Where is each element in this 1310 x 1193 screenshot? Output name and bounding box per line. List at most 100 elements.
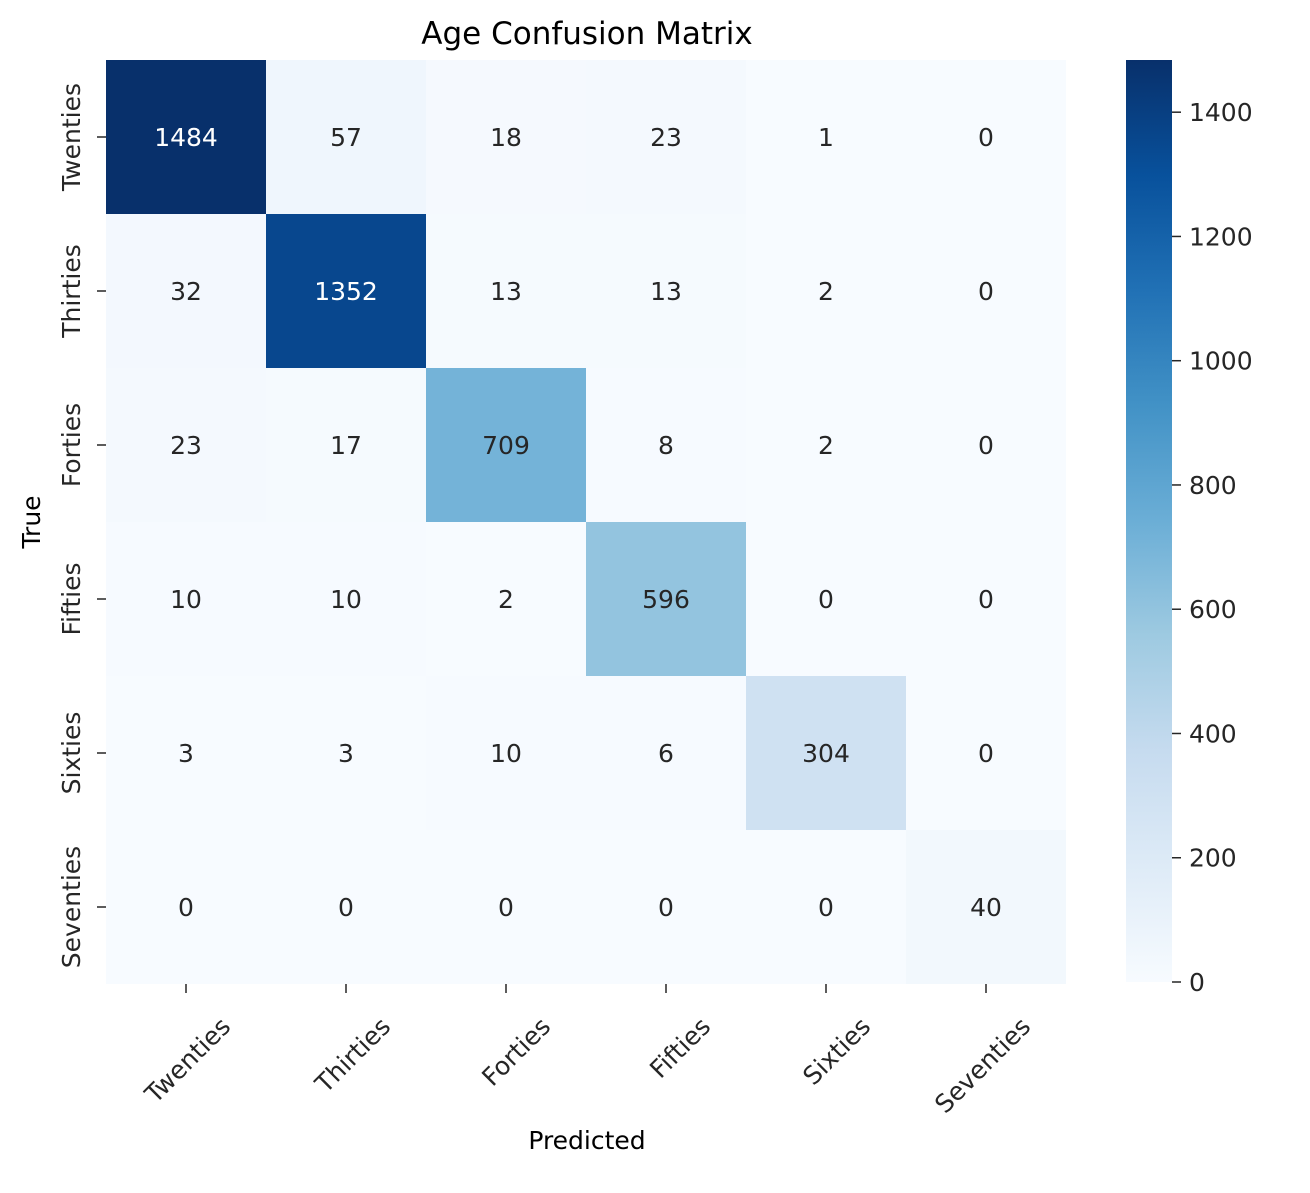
heatmap-cell: [426, 60, 586, 214]
cell-value-label: 57: [330, 123, 362, 152]
heatmap-cell: [426, 368, 586, 522]
colorbar-tick-label: 1200: [1189, 222, 1253, 251]
heatmap-cell: [426, 676, 586, 830]
heatmap-cell: [586, 214, 746, 368]
cell-value-label: 304: [802, 739, 850, 768]
cell-value-label: 0: [818, 893, 834, 922]
colorbar-tick-label: 1000: [1189, 347, 1253, 376]
y-tick-label: Sixties: [57, 712, 86, 795]
heatmap-cell: [586, 830, 746, 984]
heatmap-cell: [906, 676, 1066, 830]
cell-value-label: 0: [978, 739, 994, 768]
cell-value-label: 17: [330, 431, 362, 460]
y-tick-label: Forties: [57, 403, 86, 487]
cell-value-label: 2: [498, 585, 514, 614]
cell-value-label: 0: [978, 585, 994, 614]
heatmap-cell: [426, 830, 586, 984]
cell-value-label: 3: [338, 739, 354, 768]
colorbar: [1126, 60, 1172, 982]
heatmap-cell: [906, 60, 1066, 214]
x-tick-label: Thirties: [309, 1012, 396, 1099]
cell-value-label: 0: [338, 893, 354, 922]
heatmap-cell: [106, 830, 266, 984]
heatmap-cell: [586, 368, 746, 522]
colorbar-tick-label: 200: [1189, 844, 1237, 873]
cell-value-label: 13: [490, 277, 522, 306]
colorbar-tick-label: 400: [1189, 719, 1237, 748]
cell-value-label: 1: [818, 123, 834, 152]
x-tick-label: Fifties: [644, 1012, 716, 1084]
heatmap-cell: [906, 214, 1066, 368]
heatmap-cell: [746, 522, 906, 676]
cell-value-label: 2: [818, 431, 834, 460]
cell-value-label: 0: [978, 123, 994, 152]
heatmap-cell: [106, 522, 266, 676]
x-tick-label: Twenties: [139, 1012, 237, 1110]
x-tick-label: Seventies: [929, 1012, 1036, 1119]
heatmap-cell: [586, 676, 746, 830]
heatmap-cell: [746, 60, 906, 214]
chart-title: Age Confusion Matrix: [421, 16, 752, 52]
heatmap-cell: [746, 214, 906, 368]
cell-value-label: 6: [658, 739, 674, 768]
heatmap-cells: 1484 57 18 23 1 032 1352 13 13 2 023 17 709 8 2 010 10 2 5…: [106, 60, 1066, 984]
y-axis-ticks: Twenties Thirties Forties Fifties Sixties Sev…: [57, 83, 106, 968]
heatmap-cell: [106, 676, 266, 830]
heatmap-cell: [426, 522, 586, 676]
y-tick-label: Twenties: [57, 83, 86, 192]
heatmap-cell: [746, 830, 906, 984]
colorbar-tick-label: 800: [1189, 471, 1237, 500]
heatmap-cell: [746, 368, 906, 522]
x-tick-label: Forties: [476, 1012, 556, 1092]
cell-value-label: 18: [490, 123, 522, 152]
cell-value-label: 23: [650, 123, 682, 152]
cell-value-label: 3: [178, 739, 194, 768]
cell-value-label: 13: [650, 277, 682, 306]
heatmap-cell: [266, 830, 426, 984]
cell-value-label: 32: [170, 277, 202, 306]
cell-value-label: 0: [498, 893, 514, 922]
cell-value-label: 0: [178, 893, 194, 922]
colorbar-ticks: 0 200 400 600 800 1000 1200 1400: [1172, 98, 1253, 997]
heatmap-cell: [266, 60, 426, 214]
cell-value-label: 1484: [154, 123, 218, 152]
cell-value-label: 0: [978, 431, 994, 460]
heatmap-cell: [426, 214, 586, 368]
cell-value-label: 8: [658, 431, 674, 460]
heatmap-cell: [586, 60, 746, 214]
heatmap-cell: [266, 522, 426, 676]
cell-value-label: 0: [818, 585, 834, 614]
cell-value-label: 0: [658, 893, 674, 922]
heatmap-cell: [106, 368, 266, 522]
heatmap-cell: [586, 522, 746, 676]
colorbar-tick-label: 600: [1189, 595, 1237, 624]
x-tick-label: Sixties: [797, 1012, 876, 1091]
y-tick-label: Thirties: [57, 244, 86, 339]
cell-value-label: 40: [970, 893, 1002, 922]
heatmap-cell: [106, 214, 266, 368]
heatmap-cell: [746, 676, 906, 830]
heatmap-cell: [906, 830, 1066, 984]
cell-value-label: 10: [330, 585, 362, 614]
cell-value-label: 596: [642, 585, 690, 614]
y-axis-label: True: [17, 495, 46, 549]
heatmap-cell: [266, 676, 426, 830]
heatmap-cell: [906, 522, 1066, 676]
heatmap-cell: [266, 368, 426, 522]
cell-value-label: 1352: [314, 277, 378, 306]
cell-value-label: 0: [978, 277, 994, 306]
heatmap-cell: [106, 60, 266, 214]
heatmap-cell: [906, 368, 1066, 522]
y-tick-label: Fifties: [57, 562, 86, 635]
cell-value-label: 2: [818, 277, 834, 306]
x-axis-ticks: Twenties Thirties Forties Fifties Sixties Sev…: [139, 984, 1036, 1119]
cell-value-label: 23: [170, 431, 202, 460]
cell-value-label: 709: [482, 431, 530, 460]
cell-value-label: 10: [490, 739, 522, 768]
cell-value-label: 10: [170, 585, 202, 614]
x-axis-label: Predicted: [528, 1126, 645, 1155]
colorbar-tick-label: 0: [1189, 968, 1205, 997]
y-tick-label: Seventies: [57, 846, 86, 968]
